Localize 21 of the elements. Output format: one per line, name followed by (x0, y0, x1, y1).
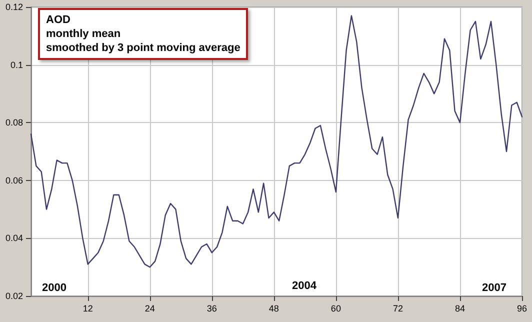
x-tick-label: 84 (454, 304, 465, 314)
x-tick-label: 48 (268, 304, 279, 314)
y-tick-label: 0.04 (5, 233, 23, 244)
x-tick-label: 72 (392, 304, 403, 314)
x-tick-label: 12 (82, 304, 93, 314)
text: AOD (46, 13, 72, 27)
line-series (30, 15, 523, 268)
y-tick-label: 0.06 (5, 175, 23, 186)
annotation: 2000 (42, 282, 66, 294)
x-tick-label: 96 (516, 304, 528, 314)
x-tick-label: 60 (330, 304, 341, 314)
annotation: 2004 (292, 280, 316, 292)
text: monthly mean (46, 27, 122, 41)
x-tick-label: 24 (144, 304, 155, 314)
y-tick-label: 0.08 (5, 118, 23, 128)
y-tick-label: 0.12 (5, 2, 23, 12)
annotation: 2007 (482, 282, 506, 294)
y-tick-label: 0.02 (5, 291, 23, 301)
annotation: smoothed by 3 point moving average (46, 41, 240, 55)
y-tick-label: 0.1 (10, 60, 23, 70)
x-tick-label: 36 (206, 304, 217, 314)
